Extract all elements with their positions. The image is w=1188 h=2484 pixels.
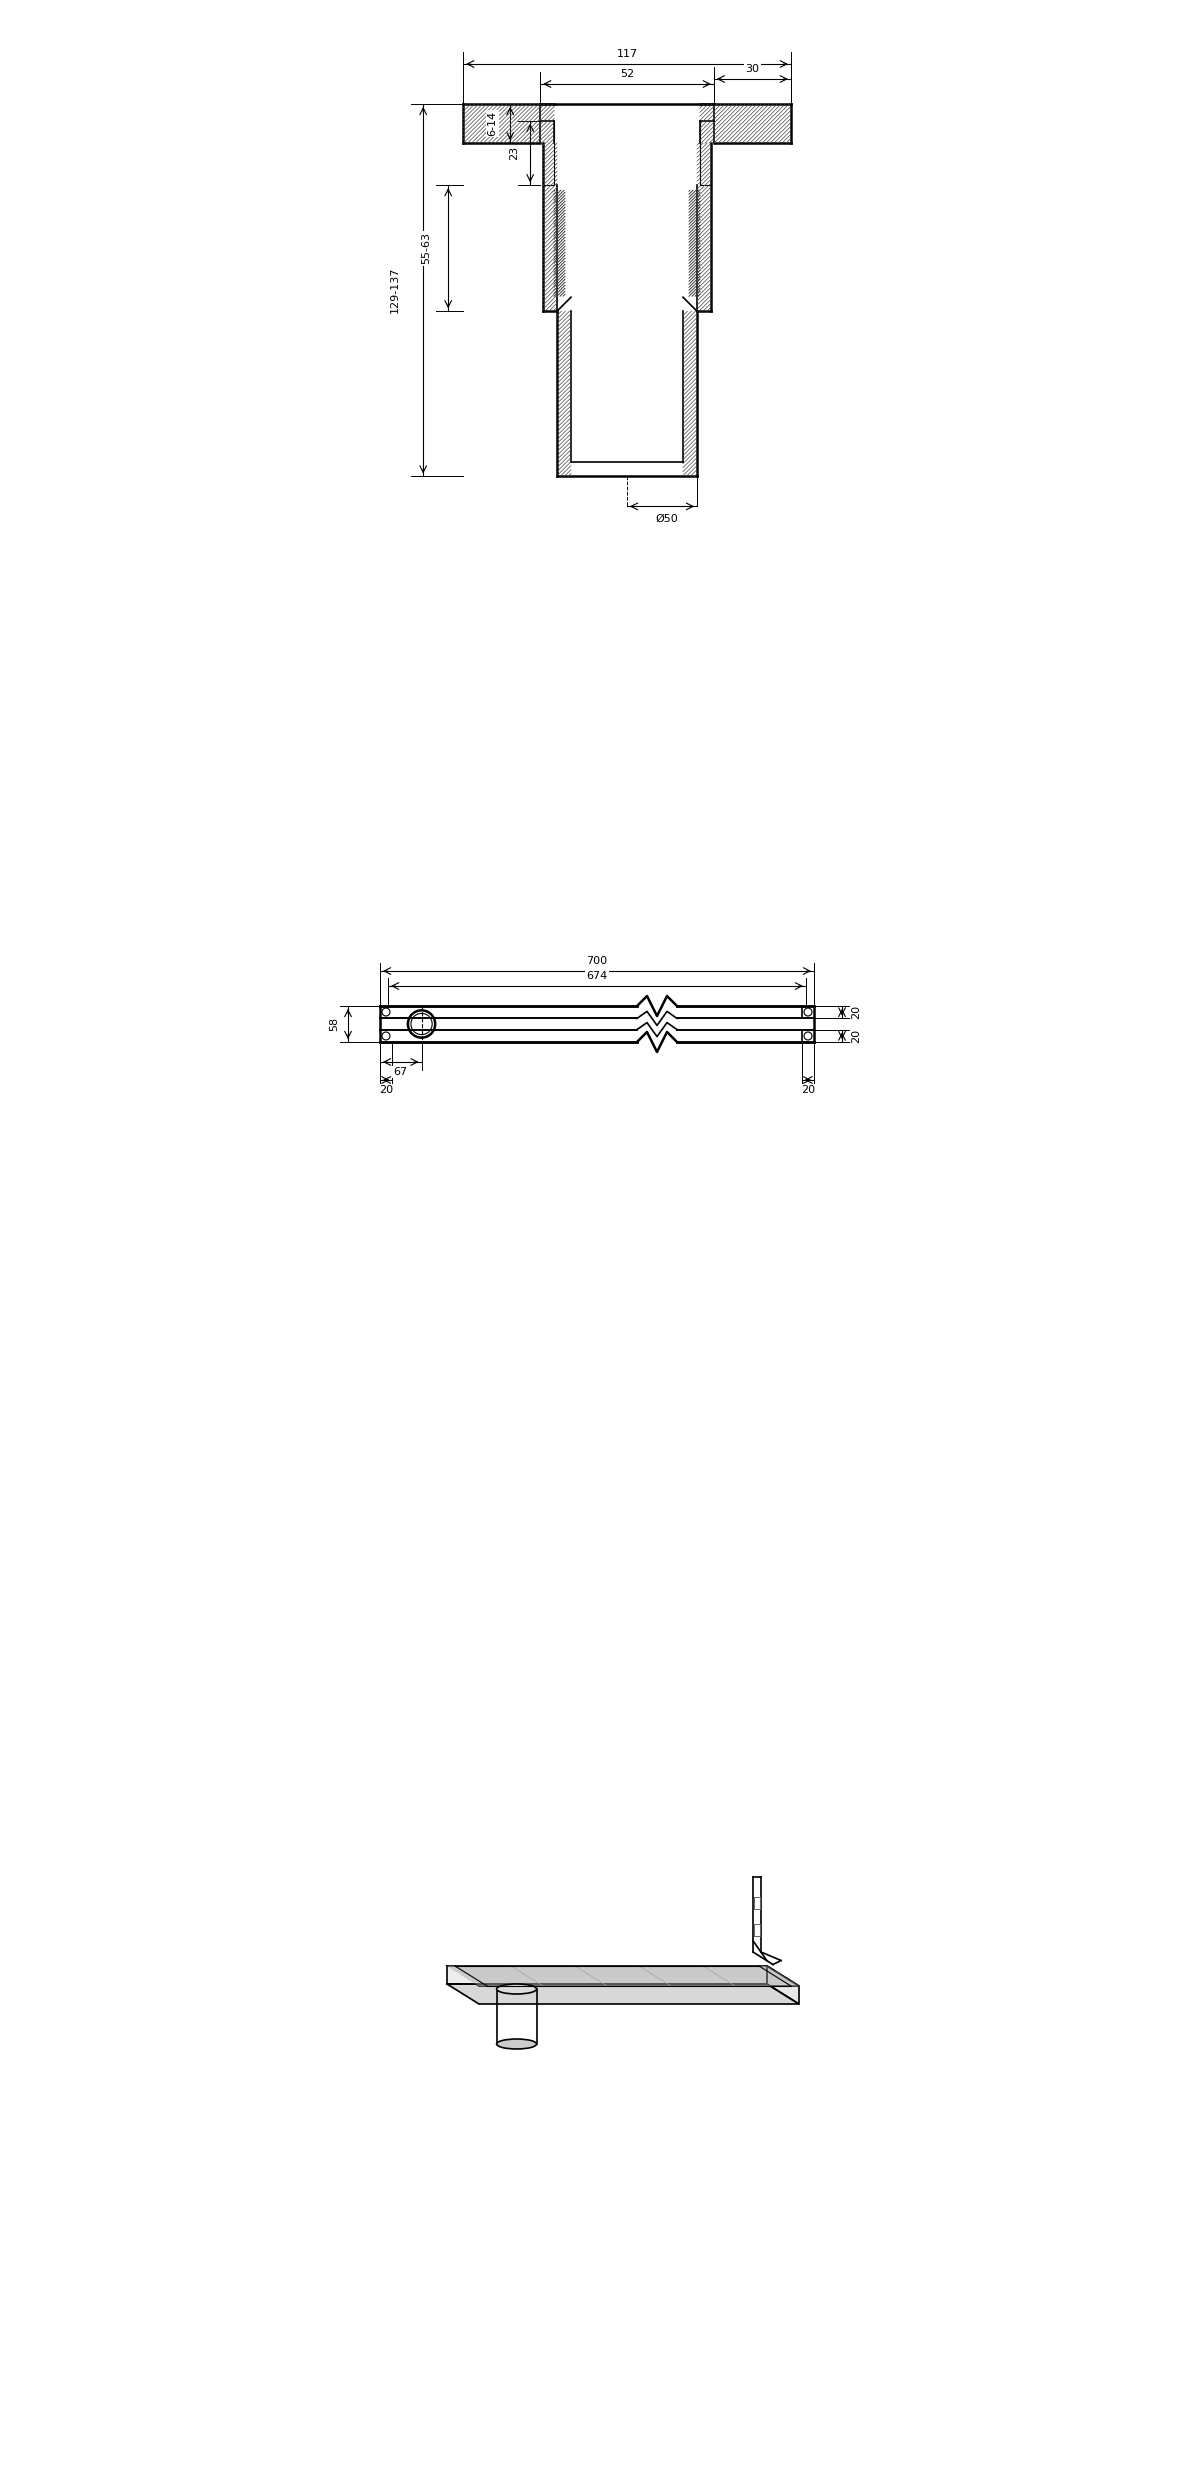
Text: 20: 20	[851, 1006, 861, 1018]
Text: 67: 67	[393, 1068, 407, 1078]
Text: 700: 700	[587, 956, 607, 966]
Ellipse shape	[497, 2039, 537, 2049]
Text: 58: 58	[329, 1016, 339, 1031]
Text: 23: 23	[510, 147, 519, 159]
Text: 674: 674	[587, 971, 607, 981]
Text: 52: 52	[620, 70, 634, 79]
Polygon shape	[447, 1985, 800, 2005]
Text: 20: 20	[801, 1086, 815, 1095]
Text: 129-137: 129-137	[390, 266, 400, 313]
Text: 6-14: 6-14	[487, 112, 498, 137]
Text: 55-63: 55-63	[422, 231, 431, 263]
Polygon shape	[767, 1965, 800, 2005]
Text: 30: 30	[745, 65, 759, 75]
Text: Ø50: Ø50	[656, 514, 678, 524]
Text: 117: 117	[617, 50, 638, 60]
Polygon shape	[447, 1965, 767, 1985]
Text: 20: 20	[379, 1086, 393, 1095]
Ellipse shape	[497, 1985, 537, 1995]
Polygon shape	[447, 1965, 800, 1987]
Text: 20: 20	[851, 1028, 861, 1043]
